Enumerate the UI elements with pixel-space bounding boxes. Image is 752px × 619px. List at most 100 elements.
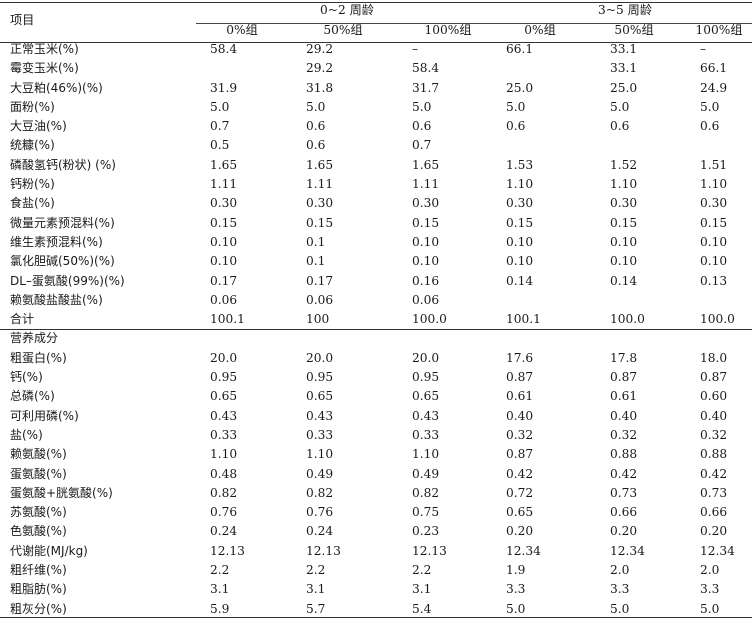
value-cell: 0.15 bbox=[306, 215, 334, 230]
value-cell: 0.13 bbox=[700, 273, 728, 288]
row-label: 磷酸氢钙(粉状) (%) bbox=[10, 157, 116, 172]
value-cell: 58.4 bbox=[412, 61, 440, 76]
value-cell: 0.48 bbox=[210, 466, 238, 481]
value-cell: 3.1 bbox=[210, 582, 230, 597]
row-label: 维生素预混料(%) bbox=[10, 234, 103, 249]
value-cell bbox=[196, 59, 288, 78]
value-cell: 1.51 bbox=[700, 157, 728, 172]
nutrition-row: 可利用磷(%) 0.43 0.43 0.43 0.40 0.40 0.40 bbox=[0, 407, 752, 426]
value-cell: 0.87 bbox=[700, 370, 728, 385]
value-cell: 0.10 bbox=[610, 234, 638, 249]
value-cell: 1.11 bbox=[210, 177, 238, 192]
value-cell: 0.49 bbox=[412, 466, 440, 481]
header-bottom-rule bbox=[0, 42, 752, 43]
value-cell: 58.4 bbox=[210, 42, 238, 56]
value-cell: 5.0 bbox=[700, 99, 720, 114]
value-cell: 0.14 bbox=[506, 273, 534, 288]
value-cell: 2.2 bbox=[412, 563, 432, 578]
value-cell: 17.8 bbox=[610, 350, 638, 365]
nutrition-row: 粗蛋白(%) 20.0 20.0 20.0 17.6 17.8 18.0 bbox=[0, 349, 752, 368]
value-cell: 0.15 bbox=[700, 215, 728, 230]
value-cell: 100.0 bbox=[412, 312, 447, 327]
value-cell: 0.10 bbox=[700, 234, 728, 249]
value-cell: 0.10 bbox=[506, 254, 534, 269]
nutrition-row: 赖氨酸(%) 1.10 1.10 1.10 0.87 0.88 0.88 bbox=[0, 445, 752, 464]
value-cell: 0.17 bbox=[306, 273, 334, 288]
value-cell: 0.66 bbox=[700, 505, 728, 520]
value-cell: 0.82 bbox=[210, 485, 238, 500]
row-label: 粗纤维(%) bbox=[10, 563, 67, 578]
value-cell: 17.6 bbox=[506, 350, 534, 365]
nutrition-row: 总磷(%) 0.65 0.65 0.65 0.61 0.61 0.60 bbox=[0, 387, 752, 406]
nutrition-row: 粗脂肪(%) 3.1 3.1 3.1 3.3 3.3 3.3 bbox=[0, 580, 752, 599]
value-cell: 31.7 bbox=[412, 80, 440, 95]
value-cell: 0.14 bbox=[610, 273, 638, 288]
value-cell: 0.5 bbox=[210, 138, 230, 153]
value-cell: 0.72 bbox=[506, 485, 534, 500]
value-cell: 0.23 bbox=[412, 524, 440, 539]
value-cell: 0.95 bbox=[412, 370, 440, 385]
row-label: DL–蛋氨酸(99%)(%) bbox=[10, 273, 125, 288]
value-cell bbox=[686, 291, 752, 310]
value-cell: 0.95 bbox=[306, 370, 334, 385]
ingredient-row: 食盐(%) 0.30 0.30 0.30 0.30 0.30 0.30 bbox=[0, 194, 752, 213]
nutrition-row: 代谢能(MJ/kg) 12.13 12.13 12.13 12.34 12.34 12.34 bbox=[0, 542, 752, 561]
value-cell: 5.0 bbox=[210, 99, 230, 114]
value-cell: 0.10 bbox=[610, 254, 638, 269]
nutrition-row: 蛋氨酸+胱氨酸(%) 0.82 0.82 0.82 0.72 0.73 0.73 bbox=[0, 484, 752, 503]
value-cell: 0.7 bbox=[412, 138, 432, 153]
value-cell: 0.30 bbox=[412, 196, 440, 211]
nutrition-row: 色氨酸(%) 0.24 0.24 0.23 0.20 0.20 0.20 bbox=[0, 522, 752, 541]
value-cell: 1.10 bbox=[610, 177, 638, 192]
value-cell: 0.82 bbox=[306, 485, 334, 500]
ingredient-row: 钙粉(%) 1.11 1.11 1.11 1.10 1.10 1.10 bbox=[0, 175, 752, 194]
value-cell: 0.40 bbox=[700, 408, 728, 423]
ingredient-row: 正常玉米(%) 58.4 29.2 – 66.1 33.1 – bbox=[0, 40, 752, 59]
nutrition-row: 蛋氨酸(%) 0.48 0.49 0.49 0.42 0.42 0.42 bbox=[0, 465, 752, 484]
table-bottom-rule bbox=[0, 617, 752, 618]
value-cell: 0.73 bbox=[610, 485, 638, 500]
value-cell bbox=[582, 291, 686, 310]
group-header-0-2-weeks: 0~2 周龄 bbox=[320, 3, 374, 17]
group1-underline bbox=[196, 23, 496, 24]
value-cell: 0.73 bbox=[700, 485, 728, 500]
value-cell: 100.0 bbox=[700, 312, 735, 327]
value-cell: 3.3 bbox=[506, 582, 526, 597]
value-cell: 0.06 bbox=[306, 292, 334, 307]
column-header: 50%组 bbox=[614, 23, 654, 37]
value-cell: 0.15 bbox=[412, 215, 440, 230]
value-cell bbox=[498, 136, 582, 155]
value-cell: 0.33 bbox=[306, 427, 334, 442]
row-label: 代谢能(MJ/kg) bbox=[10, 543, 88, 558]
header-row-groups: 项目 0~2 周龄 3~5 周龄 bbox=[0, 0, 752, 27]
value-cell: 0.20 bbox=[506, 524, 534, 539]
value-cell: 0.43 bbox=[412, 408, 440, 423]
value-cell: 100.1 bbox=[210, 312, 245, 327]
value-cell: 0.06 bbox=[412, 292, 440, 307]
value-cell: 0.33 bbox=[210, 427, 238, 442]
row-label: 粗蛋白(%) bbox=[10, 350, 67, 365]
ingredient-row: 赖氨酸盐酸盐(%) 0.06 0.06 0.06 bbox=[0, 291, 752, 310]
value-cell: 3.3 bbox=[610, 582, 630, 597]
value-cell: 0.88 bbox=[610, 447, 638, 462]
group-header-3-5-weeks: 3~5 周龄 bbox=[598, 3, 653, 17]
table-top-rule bbox=[0, 2, 752, 3]
nutrition-row: 钙(%) 0.95 0.95 0.95 0.87 0.87 0.87 bbox=[0, 368, 752, 387]
value-cell: 5.0 bbox=[610, 99, 630, 114]
value-cell: 20.0 bbox=[412, 350, 440, 365]
value-cell: 3.1 bbox=[412, 582, 432, 597]
value-cell: 5.0 bbox=[506, 99, 526, 114]
column-header: 0%组 bbox=[226, 23, 258, 37]
value-cell: 0.42 bbox=[506, 466, 534, 481]
value-cell: 24.9 bbox=[700, 80, 728, 95]
value-cell: 0.65 bbox=[306, 389, 334, 404]
value-cell: 0.1 bbox=[306, 234, 326, 249]
value-cell: 0.1 bbox=[306, 254, 326, 269]
value-cell: 0.33 bbox=[412, 427, 440, 442]
total-bottom-rule bbox=[0, 329, 752, 330]
value-cell: 0.49 bbox=[306, 466, 334, 481]
value-cell: – bbox=[412, 42, 419, 56]
value-cell: 0.76 bbox=[306, 505, 334, 520]
value-cell: 0.87 bbox=[506, 447, 534, 462]
